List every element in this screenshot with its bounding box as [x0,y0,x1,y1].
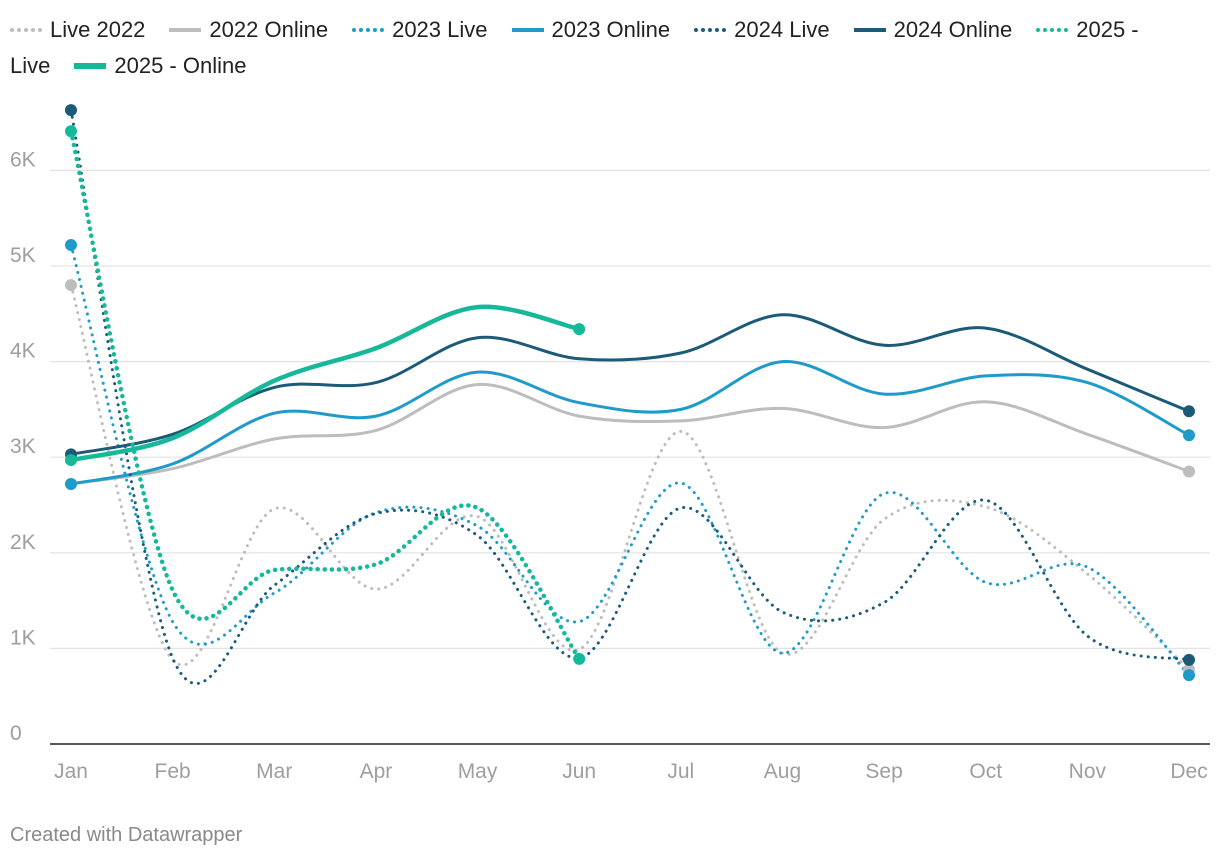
legend-item: 2025 - [1036,17,1139,43]
end-marker [573,652,586,665]
legend-item: 2025 - Online [74,53,246,79]
legend-swatch [853,28,886,32]
end-marker [1183,405,1195,418]
x-tick-label: Jul [667,760,694,783]
legend-swatch [1036,28,1069,32]
start-marker [65,104,77,117]
y-tick-label: 3K [10,435,36,458]
series-line-2023-online [69,360,1191,486]
series-line-live-2022 [69,283,1191,671]
legend-swatch [10,28,42,32]
series-line-2025-online [68,304,582,463]
legend-swatch [694,28,727,32]
legend-swatch [511,28,544,32]
y-tick-label: 1K [10,626,36,649]
start-marker [65,454,77,467]
legend-swatch [74,63,107,69]
end-marker [1183,653,1195,666]
x-tick-label: Jan [54,760,88,783]
start-marker [65,125,77,138]
axes: 0 1K 2K 3K 4K 5K 6K Jan Feb Mar Apr May Jun Jul Aug Sep… [10,148,1210,783]
x-tick-label: Nov [1069,760,1107,783]
y-tick-label: 4K [10,340,36,363]
end-marker [1183,669,1195,682]
x-tick-label: Mar [256,760,292,783]
series-line-2025-live [68,128,582,662]
chart-legend: Live 2022 2022 Online 2023 Live 2023 Online… [10,12,1210,84]
legend-label: Live 2022 [50,17,146,42]
legend-label: 2025 - Online [114,53,247,78]
legend-row: Live 2025 - Online [10,48,1210,84]
series-line-2024-live [69,108,1191,685]
y-tick-label: 6K [10,148,36,171]
y-tick-label: 2K [10,531,36,554]
x-tick-label: Feb [155,760,191,783]
series-lines [68,108,1191,685]
footer-credit: Created with Datawrapper [10,824,243,846]
legend-swatch [352,28,385,32]
legend-label: 2025 - [1076,17,1139,42]
endpoint-markers [65,104,1195,682]
legend-item: Live 2022 [10,17,145,43]
y-tick-label: 5K [10,244,36,267]
legend-item: 2023 Online [511,17,671,43]
x-tick-label: May [458,760,498,783]
legend-label: 2022 Online [209,17,329,42]
start-marker [65,279,77,292]
x-tick-label: Apr [360,760,393,783]
legend-item: 2024 Online [853,17,1013,43]
x-tick-label: Oct [969,760,1002,783]
legend-label: 2023 Live [392,17,488,42]
legend-label: Live [10,53,51,78]
legend-item: 2023 Live [352,17,488,43]
legend-item: 2024 Live [694,17,830,43]
legend-swatch [169,28,202,32]
x-tick-label: Sep [865,760,902,783]
legend-label: 2023 Online [551,17,671,42]
legend-item: Live [10,53,50,79]
start-marker [65,477,77,490]
series-line-2024-online [69,313,1191,456]
x-tick-label: Jun [562,760,596,783]
end-marker [573,323,586,336]
x-tick-label: Aug [764,760,801,783]
end-marker [1183,465,1195,478]
legend-label: 2024 Online [893,17,1013,42]
legend-item: 2022 Online [169,17,328,43]
x-tick-label: Dec [1170,760,1207,783]
end-marker [1183,429,1195,442]
series-line-2022-online [69,382,1191,486]
series-line-2023-live [69,243,1191,677]
y-tick-label: 0 [10,722,22,745]
start-marker [65,238,77,251]
legend-row: Live 2022 2022 Online 2023 Live 2023 Online… [10,12,1210,48]
legend-label: 2024 Live [734,17,830,42]
